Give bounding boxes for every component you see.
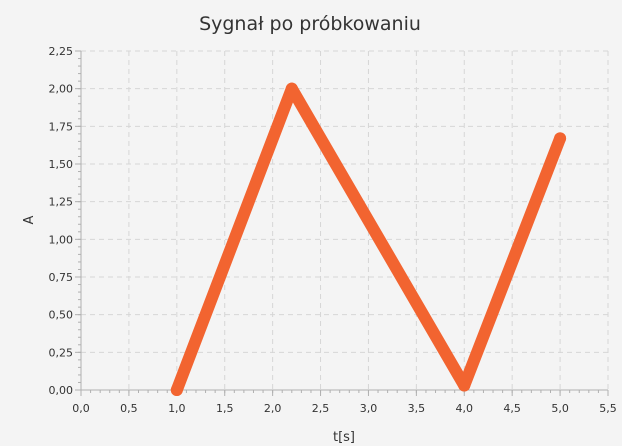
y-tick-label: 2,00 — [49, 83, 74, 96]
y-tick-label: 0,50 — [49, 309, 74, 322]
x-tick-label: 4,5 — [503, 402, 521, 415]
series-line — [170, 82, 567, 396]
y-tick-label: 0,00 — [49, 384, 74, 397]
y-axis-label: A — [22, 215, 37, 224]
x-tick-label: 4,0 — [456, 402, 474, 415]
x-tick-label: 0,0 — [72, 402, 90, 415]
chart-title: Sygnał po próbkowaniu — [199, 13, 421, 35]
y-tick-label: 0,75 — [49, 271, 74, 284]
data-point — [554, 132, 567, 145]
x-tick-label: 0,5 — [120, 402, 138, 415]
x-tick-label: 5,0 — [551, 402, 569, 415]
x-tick-label: 1,5 — [216, 402, 234, 415]
y-tick-label: 1,50 — [49, 158, 74, 171]
y-tick-label: 1,00 — [49, 233, 74, 246]
y-axis-ticks: 0,00 0,25 0,50 0,75 1,00 1,25 1,50 1,75 2,00 2,25 — [49, 45, 81, 397]
plot-area — [81, 51, 608, 390]
grid-lines — [81, 50, 609, 390]
y-tick-label: 2,25 — [49, 45, 74, 58]
y-tick-label: 1,25 — [49, 196, 74, 209]
y-tick-label: 1,75 — [49, 120, 74, 133]
x-tick-label: 2,0 — [264, 402, 282, 415]
x-tick-label: 2,5 — [312, 402, 330, 415]
data-point — [170, 384, 183, 396]
x-axis-label: t[s] — [333, 430, 355, 445]
x-tick-label: 3,5 — [408, 402, 426, 415]
data-point — [458, 379, 471, 392]
series-group — [170, 82, 567, 396]
x-tick-label: 3,0 — [360, 402, 378, 415]
data-point — [285, 82, 298, 95]
y-tick-label: 0,25 — [49, 346, 74, 359]
x-tick-label: 5,5 — [599, 402, 617, 415]
x-axis-ticks: 0,0 0,5 1,0 1,5 2,0 2,5 3,0 3,5 4,0 4,5 5,0 5,5 — [72, 390, 617, 415]
x-tick-label: 1,0 — [168, 402, 186, 415]
